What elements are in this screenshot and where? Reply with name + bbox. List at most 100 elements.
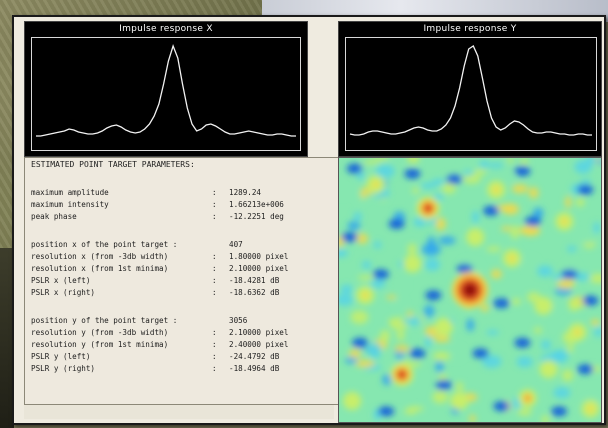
parameter-separator: :	[212, 200, 217, 209]
impulse-response-y-plot	[345, 37, 597, 151]
heatmap-speckle	[353, 212, 362, 222]
heatmap-speckle	[386, 295, 397, 300]
parameter-value: -12.2251 deg	[229, 212, 284, 221]
heatmap-speckle	[495, 204, 516, 211]
heatmap-speckle	[486, 330, 499, 335]
heatmap-cold-spot	[388, 219, 405, 229]
impulse-response-x-plot	[31, 37, 301, 151]
heatmap-speckle	[394, 299, 406, 306]
parameter-row: maximum amplitude: 1289.24	[31, 188, 341, 199]
heatmap-cold-spot	[483, 205, 499, 216]
heatmap-hot-spot	[409, 260, 416, 267]
parameter-row: PSLR x (left): -18.4281 dB	[31, 276, 341, 287]
parameter-label: PSLR y (right)	[31, 364, 96, 373]
heatmap-cold-spot	[561, 269, 578, 280]
heatmap-speckle	[518, 257, 537, 269]
parameter-value: -24.4792 dB	[229, 352, 280, 361]
heatmap-speckle	[568, 298, 582, 311]
heatmap-speckle	[554, 287, 572, 296]
parameter-row: PSLR y (right): -18.4964 dB	[31, 364, 341, 375]
parameter-label: PSLR x (left)	[31, 276, 91, 285]
parameter-row: resolution x (from -3db width): 1.80000 p…	[31, 252, 341, 263]
parameter-separator: :	[212, 352, 217, 361]
heatmap-speckle	[438, 236, 456, 245]
heatmap-hot-spot	[493, 186, 500, 193]
heatmap-speckle	[413, 217, 427, 227]
parameter-separator: :	[212, 264, 217, 273]
heatmap-cold-spot	[577, 364, 594, 375]
heatmap-speckle	[590, 319, 600, 326]
parameter-value: -18.4964 dB	[229, 364, 280, 373]
parameter-separator: :	[212, 340, 217, 349]
heatmap-cold-spot	[493, 298, 510, 309]
heatmap-speckle	[394, 344, 410, 353]
impulse-response-x-panel: Impulse response X	[24, 21, 308, 157]
heatmap-speckle	[407, 243, 417, 255]
parameter-label: position x of the point target :	[31, 240, 178, 249]
point-target-analysis-window: Impulse response X Impulse response Y ES…	[12, 15, 606, 425]
status-area	[24, 405, 334, 419]
parameter-value: 1.80000 pixel	[229, 252, 289, 261]
heatmap-speckle	[408, 317, 422, 326]
heatmap-speckle	[586, 158, 598, 165]
heatmap-speckle	[344, 357, 358, 364]
heatmap-speckle	[575, 197, 585, 207]
heatmap-cold-spot	[514, 337, 531, 348]
heatmap-speckle	[370, 279, 386, 289]
heatmap-speckle	[367, 342, 382, 356]
parameter-label: peak phase	[31, 212, 77, 221]
heatmap-hot-spot	[508, 255, 515, 262]
heatmap-speckle	[532, 207, 544, 219]
heatmap-hot-spot	[349, 397, 356, 404]
parameter-row: maximum intensity: 1.66213e+006	[31, 200, 341, 211]
heatmap-speckle	[402, 319, 411, 324]
parameter-label: resolution y (from -3db width)	[31, 328, 169, 337]
parameter-separator: :	[212, 188, 217, 197]
heatmap-speckle	[489, 162, 504, 169]
heatmap-speckle	[441, 183, 456, 194]
parameter-row: resolution y (from -3db width): 2.10000 p…	[31, 328, 341, 339]
point-target-parameters-panel: ESTIMATED POINT TARGET PARAMETERS: maxim…	[24, 157, 344, 405]
heatmap-cold-spot	[524, 216, 541, 227]
heatmap-speckle	[519, 225, 539, 235]
heatmap-speckle	[370, 354, 381, 359]
heatmap-speckle	[501, 226, 512, 232]
parameter-row: PSLR y (left): -24.4792 dB	[31, 352, 341, 363]
parameter-separator: :	[212, 364, 217, 373]
heatmap-hot-spot	[472, 234, 479, 241]
parameters-heading: ESTIMATED POINT TARGET PARAMETERS:	[31, 160, 195, 169]
heatmap-speckle	[455, 382, 464, 391]
parameter-value: -18.6362 dB	[229, 288, 280, 297]
impulse-response-y-chart	[349, 45, 592, 136]
parameter-label: resolution x (from 1st minima)	[31, 264, 169, 273]
heatmap-cold-spot	[435, 380, 452, 390]
heatmap-speckle	[363, 159, 381, 165]
heatmap-speckle	[533, 327, 542, 334]
heatmap-speckle	[517, 408, 532, 416]
parameter-label: PSLR x (right)	[31, 288, 96, 297]
heatmap-speckle	[469, 414, 476, 422]
parameter-value: 2.10000 pixel	[229, 328, 289, 337]
heatmap-speckle	[407, 158, 420, 164]
heatmap-hot-spot	[440, 323, 447, 331]
heatmap-cold-spot	[341, 232, 358, 243]
heatmap-cold-spot	[352, 337, 368, 348]
heatmap-speckle	[594, 326, 601, 338]
parameter-label: resolution y (from 1st minima)	[31, 340, 169, 349]
heatmap-cold-spot	[582, 295, 599, 306]
heatmap-speckle	[355, 359, 375, 368]
heatmap-speckle	[412, 187, 420, 194]
heatmap-cold-spot	[378, 406, 395, 417]
heatmap-hot-spot	[587, 405, 594, 412]
parameter-separator: :	[212, 288, 217, 297]
heatmap-speckle	[433, 335, 451, 343]
parameter-value: 2.10000 pixel	[229, 264, 289, 273]
heatmap-speckle	[510, 225, 520, 239]
heatmap-cold-spot	[372, 269, 389, 280]
heatmap-speckle	[360, 187, 367, 199]
impulse-response-y-panel: Impulse response Y	[338, 21, 602, 157]
point-target-heatmap	[339, 158, 601, 422]
impulse-response-x-curve	[36, 44, 296, 137]
heatmap-cold-spot	[577, 184, 594, 195]
heatmap-speckle	[432, 178, 446, 186]
